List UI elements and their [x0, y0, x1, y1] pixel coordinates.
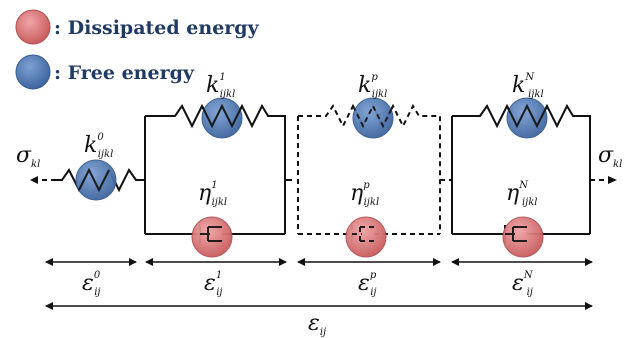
strain-0-label: ε0 ij [82, 270, 101, 298]
strain-p-label: εp ij [358, 270, 377, 298]
damper-labels: η1 ijkl ηp ijkl ηN ijkl [198, 180, 538, 208]
damper-p-label: ηp ijkl [350, 180, 379, 208]
element-overlays [78, 103, 548, 242]
free-energy-swatch [15, 54, 51, 90]
strain-arrows [45, 258, 593, 310]
stress-left-label: σkl [16, 143, 40, 170]
spring-p-label: kp ijkl [358, 72, 387, 100]
stress-right-label: σkl [598, 143, 622, 170]
total-strain-label: εij [308, 311, 326, 338]
damper-1-dissipated-energy [191, 216, 233, 258]
strain-1-label: ε1 ij [204, 270, 223, 298]
damper-N-dissipated-energy [502, 216, 544, 258]
strain-labels: ε0 ij ε1 ij εp ij εN ij εij [82, 270, 534, 338]
dissipated-energy-swatch [15, 9, 51, 45]
damper-N-label: ηN ijkl [506, 180, 538, 208]
dissipated-energy-label: : Dissipated energy [54, 17, 260, 39]
strain-N-label: εN ij [512, 270, 534, 298]
spring-0-free-energy [75, 159, 117, 201]
free-energy-label: : Free energy [54, 62, 195, 84]
spring-N-label: kN ijkl [512, 72, 544, 100]
damper-1-label: η1 ijkl [198, 180, 227, 208]
spring-1-label: k1 ijkl [206, 72, 235, 100]
damper-p-dissipated-energy [345, 216, 387, 258]
spring-0-label: k0 ijkl [84, 132, 113, 160]
legend: : Dissipated energy : Free energy [15, 9, 260, 90]
spring-labels: k0 ijkl k1 ijkl kp ijkl kN ijkl [84, 72, 544, 160]
